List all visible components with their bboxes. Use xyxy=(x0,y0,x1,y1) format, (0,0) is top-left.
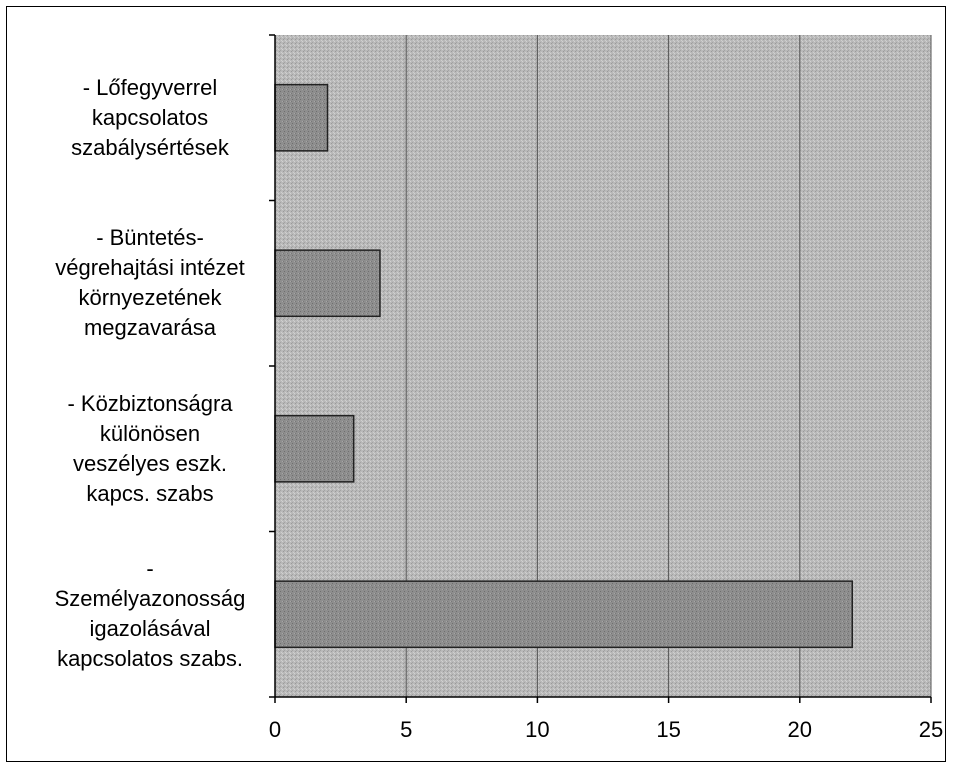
x-tick-label: 0 xyxy=(269,717,281,742)
category-label: - Lőfegyverrel kapcsolatos szabálysértés… xyxy=(71,74,229,160)
x-tick-label: 15 xyxy=(656,717,680,742)
x-tick-label: 20 xyxy=(788,717,812,742)
category-label: - Közbiztonságra különösen veszélyes esz… xyxy=(67,390,233,506)
bar xyxy=(274,249,381,318)
category-label: - Büntetés- végrehajtási intézet környez… xyxy=(55,225,245,341)
bar xyxy=(274,83,329,152)
chart-frame: 0 5 10 15 20 25 - Lőfegyverrel kapcsolatos sz… xyxy=(6,6,946,762)
bar xyxy=(274,580,854,649)
bar xyxy=(274,414,355,483)
category-label: - Személyazonosság igazolásával kapcsola… xyxy=(54,556,246,672)
x-tick-label: 5 xyxy=(400,717,412,742)
bar-chart: 0 5 10 15 20 25 xyxy=(269,34,943,742)
x-tick-label: 10 xyxy=(525,717,549,742)
x-tick-label: 25 xyxy=(919,717,943,742)
